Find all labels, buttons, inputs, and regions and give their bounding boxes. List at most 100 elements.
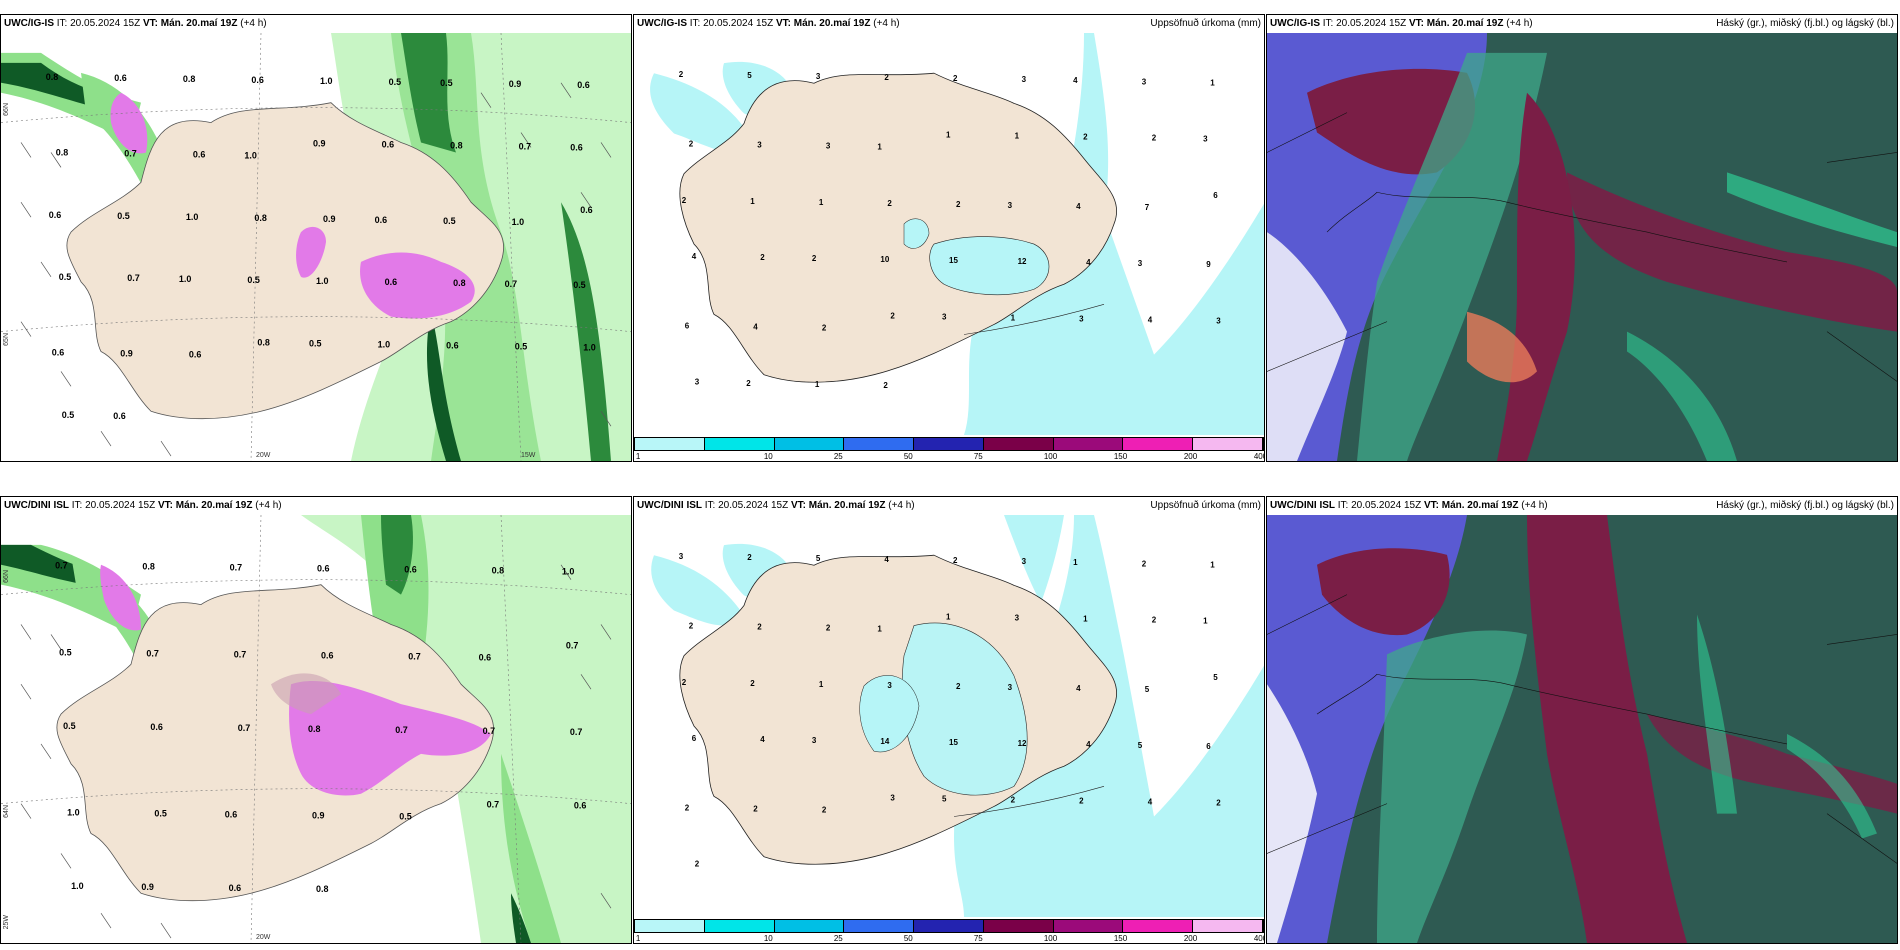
lat-label-64: 65N bbox=[3, 333, 10, 346]
map-value-label: 1 bbox=[946, 131, 951, 140]
legend-swatch bbox=[1053, 438, 1124, 450]
map-value-label: 0.7 bbox=[395, 725, 408, 735]
map-value-label: 0.6 bbox=[574, 801, 587, 811]
map-value-label: 0.6 bbox=[229, 883, 242, 893]
legend-swatch bbox=[1193, 438, 1264, 450]
map-value-label: 0.6 bbox=[580, 205, 593, 215]
map-value-label: 1.0 bbox=[244, 150, 257, 160]
map-value-label: 2 bbox=[689, 140, 694, 149]
map-value-label: 2 bbox=[760, 253, 765, 262]
map-value-label: 0.9 bbox=[509, 79, 522, 89]
map-value-label: 2 bbox=[1011, 795, 1016, 804]
map-value-label: 0.6 bbox=[479, 652, 492, 662]
map-value-label: 1.0 bbox=[378, 340, 391, 350]
precip-legend: 1 10 25 50 75 100 150 200 400 bbox=[634, 917, 1264, 943]
map-value-label: 0.6 bbox=[193, 149, 206, 159]
map-value-label: 4 bbox=[1073, 76, 1078, 85]
map-value-label: 0.8 bbox=[316, 884, 329, 894]
map-value-label: 3 bbox=[1008, 201, 1013, 210]
legend-tick-label: 100 bbox=[1043, 452, 1058, 461]
map-value-label: 2 bbox=[1142, 559, 1147, 568]
lon-label-20w: 20W bbox=[256, 934, 271, 941]
map-value-label: 0.8 bbox=[183, 74, 196, 84]
panel-title: Háský (gr.), miðský (fj.bl.) og lágský (… bbox=[1716, 18, 1894, 29]
map-value-label: 0.7 bbox=[505, 279, 518, 289]
map-value-label: 1.0 bbox=[583, 343, 596, 353]
map-value-label: 1.0 bbox=[179, 274, 192, 284]
map-value-label: 4 bbox=[692, 252, 697, 261]
map-value-label: 4 bbox=[1148, 797, 1153, 806]
map-value-label: 4 bbox=[1076, 202, 1081, 211]
it-value: 20.05.2024 15Z bbox=[718, 500, 789, 511]
map-value-label: 6 bbox=[685, 321, 690, 330]
map-value-label: 0.5 bbox=[440, 78, 453, 88]
map-value-label: 0.5 bbox=[63, 721, 76, 731]
map-value-label: 3 bbox=[1015, 614, 1020, 623]
map-value-label: 0.8 bbox=[254, 213, 267, 223]
legend-swatch bbox=[914, 920, 984, 932]
map-value-label: 3 bbox=[1022, 75, 1027, 84]
map-value-label: 10 bbox=[880, 255, 889, 264]
map-value-label: 0.7 bbox=[487, 800, 500, 810]
map-value-label: 4 bbox=[1148, 315, 1153, 324]
map-value-label: 2 bbox=[757, 623, 762, 632]
lon-label-20w: 20W bbox=[256, 452, 271, 459]
legend-swatch bbox=[844, 920, 915, 932]
legend-swatch bbox=[635, 920, 705, 932]
map-value-label: 2 bbox=[822, 805, 827, 814]
it-label: IT: bbox=[689, 18, 701, 29]
panel-header: UWC/DINI ISL IT: 20.05.2024 15Z VT: Mán.… bbox=[1, 497, 631, 515]
map-value-label: 3 bbox=[942, 312, 947, 321]
map-value-label: 0.5 bbox=[443, 216, 456, 226]
map-value-label: 2 bbox=[685, 803, 690, 812]
legend-tick-label: 75 bbox=[973, 934, 983, 943]
legend-tick-label: 25 bbox=[833, 934, 843, 943]
map-value-label: 4 bbox=[1086, 258, 1091, 267]
map-value-label: 1 bbox=[1203, 617, 1208, 626]
panel-header: UWC/DINI ISL IT: 20.05.2024 15Z VT: Mán.… bbox=[1267, 497, 1897, 515]
map-value-label: 3 bbox=[1022, 557, 1027, 566]
map-value-label: 0.7 bbox=[408, 651, 421, 661]
map-value-label: 2 bbox=[1083, 133, 1088, 142]
map-value-label: 0.6 bbox=[385, 277, 398, 287]
legend-swatch bbox=[1123, 920, 1194, 932]
vt-label: VT: bbox=[1423, 500, 1439, 511]
map-value-label: 9 bbox=[1206, 260, 1211, 269]
legend-tick-label: 1 bbox=[635, 934, 641, 943]
it-value: 20.05.2024 15Z bbox=[85, 500, 156, 511]
map-value-label: 3 bbox=[1138, 259, 1143, 268]
map-value-label: 0.6 bbox=[577, 80, 590, 90]
map-value-label: 0.9 bbox=[141, 882, 154, 892]
lead-time: (+4 h) bbox=[1521, 500, 1548, 511]
map-value-label: 1 bbox=[1210, 78, 1215, 87]
legend-swatch bbox=[983, 438, 1054, 450]
map-value-label: 2 bbox=[953, 74, 958, 83]
map-value-label: 0.7 bbox=[238, 723, 251, 733]
vt-label: VT: bbox=[775, 18, 791, 29]
map-value-label: 1 bbox=[877, 625, 882, 634]
map-value-label: 0.9 bbox=[323, 214, 336, 224]
map-value-label: 1.0 bbox=[562, 567, 575, 577]
panel-dini-precip-wind: UWC/DINI ISL IT: 20.05.2024 15Z VT: Mán.… bbox=[0, 496, 632, 944]
precip-legend: 1 10 25 50 75 100 150 200 400 bbox=[634, 435, 1264, 461]
map-value-label: 0.9 bbox=[312, 811, 325, 821]
model-name: UWC/IG-IS bbox=[4, 18, 54, 29]
map-value-label: 3 bbox=[812, 736, 817, 745]
lead-time: (+4 h) bbox=[1506, 18, 1533, 29]
map-value-label: 3 bbox=[887, 681, 892, 690]
legend-swatch bbox=[1193, 920, 1264, 932]
map-value-label: 2 bbox=[753, 804, 758, 813]
map-value-label: 2 bbox=[883, 381, 888, 390]
panel-header: UWC/DINI ISL IT: 20.05.2024 15Z VT: Mán.… bbox=[634, 497, 1264, 515]
map-value-label: 0.6 bbox=[113, 411, 126, 421]
model-name: UWC/IG-IS bbox=[637, 18, 687, 29]
map-value-label: 0.5 bbox=[515, 342, 528, 352]
map-value-label: 1.0 bbox=[320, 76, 333, 86]
map-value-label: 0.9 bbox=[120, 349, 133, 359]
legend-swatch bbox=[983, 920, 1054, 932]
map-value-label: 1.0 bbox=[71, 881, 84, 891]
panel-title: Háský (gr.), miðský (fj.bl.) og lágský (… bbox=[1716, 500, 1894, 511]
vt-value: Mán. 20.maí 19Z bbox=[175, 500, 253, 511]
map-value-label: 0.7 bbox=[570, 727, 583, 737]
map-value-label: 4 bbox=[884, 555, 889, 564]
